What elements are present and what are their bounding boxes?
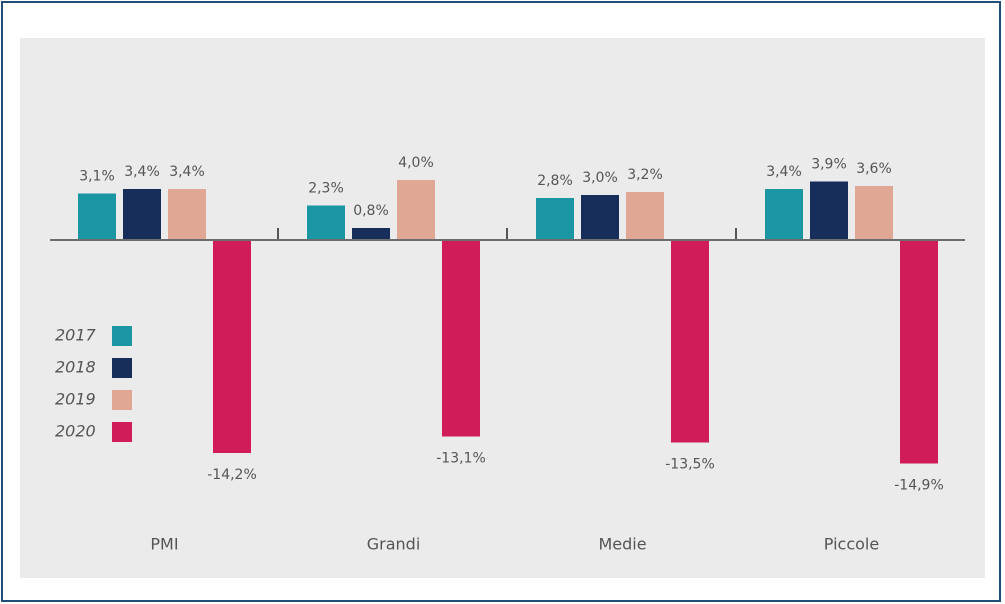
data-label: 2,8% (537, 173, 573, 189)
bar (123, 189, 161, 240)
bar (536, 198, 574, 240)
data-label: -14,9% (894, 478, 944, 494)
bar (442, 240, 480, 437)
legend-swatch (112, 358, 132, 378)
data-label: 3,4% (766, 164, 802, 180)
bar (307, 205, 345, 240)
bar (671, 240, 709, 443)
legend-label: 2019 (55, 390, 96, 409)
x-tick-label: PMI (150, 535, 178, 554)
x-tick-label: Medie (598, 535, 646, 554)
data-label: 3,4% (169, 164, 205, 180)
bar (168, 189, 206, 240)
bar (78, 193, 116, 240)
legend-swatch (112, 326, 132, 346)
bar (352, 228, 390, 240)
data-label: -13,1% (436, 451, 486, 467)
x-tick-label: Grandi (367, 535, 421, 554)
data-label: -13,5% (665, 457, 715, 473)
bar (855, 186, 893, 240)
data-label: 0,8% (353, 203, 389, 219)
bar (397, 180, 435, 240)
legend-swatch (112, 390, 132, 410)
legend-label: 2020 (55, 422, 96, 441)
bar (626, 192, 664, 240)
data-label: 2,3% (308, 181, 344, 197)
data-label: 3,1% (79, 169, 115, 185)
x-tick-label: Piccole (824, 535, 879, 554)
panel (20, 38, 985, 578)
data-label: 3,9% (811, 157, 847, 173)
bar (581, 195, 619, 240)
bar (810, 181, 848, 240)
legend-label: 2017 (55, 326, 97, 345)
data-label: 4,0% (398, 155, 434, 171)
bar (213, 240, 251, 453)
legend-swatch (112, 422, 132, 442)
data-label: 3,0% (582, 170, 618, 186)
legend-label: 2018 (55, 358, 96, 377)
data-label: -14,2% (207, 467, 257, 483)
data-label: 3,2% (627, 167, 663, 183)
bar (765, 189, 803, 240)
data-label: 3,4% (124, 164, 160, 180)
data-label: 3,6% (856, 161, 892, 177)
bar (900, 240, 938, 464)
